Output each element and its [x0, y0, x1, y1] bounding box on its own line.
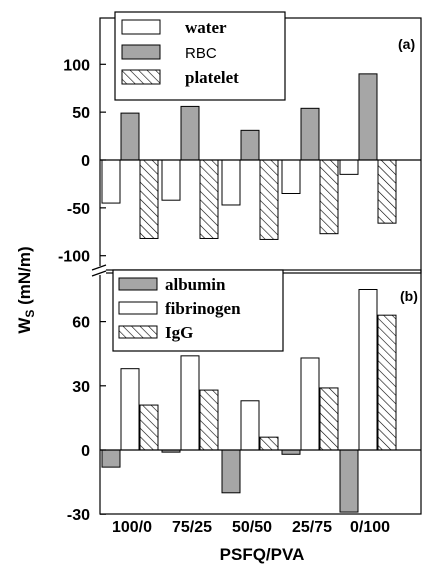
bar-water-2	[221, 159, 241, 206]
bar-albumin-3	[281, 449, 301, 455]
bar-platelet-3	[319, 159, 339, 235]
bar-igg-2	[259, 436, 279, 451]
bar-fibrinogen-3	[300, 357, 320, 451]
y-tick-label: 50	[72, 105, 90, 122]
bar-albumin-0	[101, 449, 121, 468]
bar-platelet-1	[199, 159, 219, 239]
legend-panel-b: albumin fibrinogen IgG	[112, 269, 284, 352]
legend-swatch-water	[121, 19, 161, 35]
x-tick-label: 100/0	[112, 519, 152, 536]
bar-rbc-3	[300, 107, 320, 161]
bar-platelet-4	[377, 159, 397, 224]
x-tick-label: 25/75	[292, 519, 332, 536]
legend-label-albumin: albumin	[165, 275, 226, 294]
legend-label-fibrinogen: fibrinogen	[165, 299, 241, 318]
y-tick-label: -50	[67, 201, 90, 218]
bar-platelet-0	[139, 159, 159, 239]
y-tick-label: 100	[63, 57, 90, 74]
legend-label-rbc: RBC	[185, 45, 217, 62]
bar-igg-4	[377, 314, 397, 451]
legend-swatch-fibrinogen	[118, 301, 158, 315]
y-tick-label: 0	[81, 443, 90, 460]
bar-albumin-2	[221, 449, 241, 494]
y-tick-label: -30	[67, 507, 90, 524]
bar-platelet-2	[259, 159, 279, 240]
legend-label-water: water	[185, 18, 227, 37]
legend-swatch-albumin	[118, 277, 158, 291]
bar-fibrinogen-4	[358, 289, 378, 451]
bar-fibrinogen-1	[180, 355, 200, 451]
y-tick-label: 30	[72, 379, 90, 396]
legend-swatch-platelet	[121, 69, 161, 85]
bar-rbc-1	[180, 105, 200, 161]
legend-label-igg: IgG	[165, 323, 193, 342]
y-tick-label: -100	[58, 249, 90, 266]
panel-a-label: (a)	[398, 36, 415, 52]
panel-b-label: (b)	[400, 288, 418, 304]
x-tick-label: 75/25	[172, 519, 212, 536]
bar-rbc-4	[358, 73, 378, 161]
bar-igg-0	[139, 404, 159, 451]
x-tick-label: 0/100	[350, 519, 390, 536]
legend-panel-a: water RBC platelet	[114, 11, 286, 101]
bar-rbc-2	[240, 129, 260, 161]
bar-water-1	[161, 159, 181, 201]
bar-fibrinogen-0	[120, 368, 140, 451]
bar-water-4	[339, 159, 359, 175]
y-tick-label: 0	[81, 153, 90, 170]
y-tick-label: 60	[72, 315, 90, 332]
axis-break-mark	[91, 264, 107, 277]
bar-water-0	[101, 159, 121, 204]
legend-swatch-rbc	[121, 44, 161, 60]
bar-igg-3	[319, 387, 339, 451]
bar-fibrinogen-2	[240, 400, 260, 451]
bar-water-3	[281, 159, 301, 194]
bar-igg-1	[199, 389, 219, 451]
legend-label-platelet: platelet	[185, 68, 239, 87]
bar-albumin-4	[339, 449, 359, 513]
x-axis-title: PSFQ/PVA	[220, 545, 305, 564]
legend-swatch-igg	[118, 325, 158, 339]
y-axis-title: WS (mN/m)	[15, 246, 37, 333]
x-tick-label: 50/50	[232, 519, 272, 536]
bar-rbc-0	[120, 112, 140, 161]
